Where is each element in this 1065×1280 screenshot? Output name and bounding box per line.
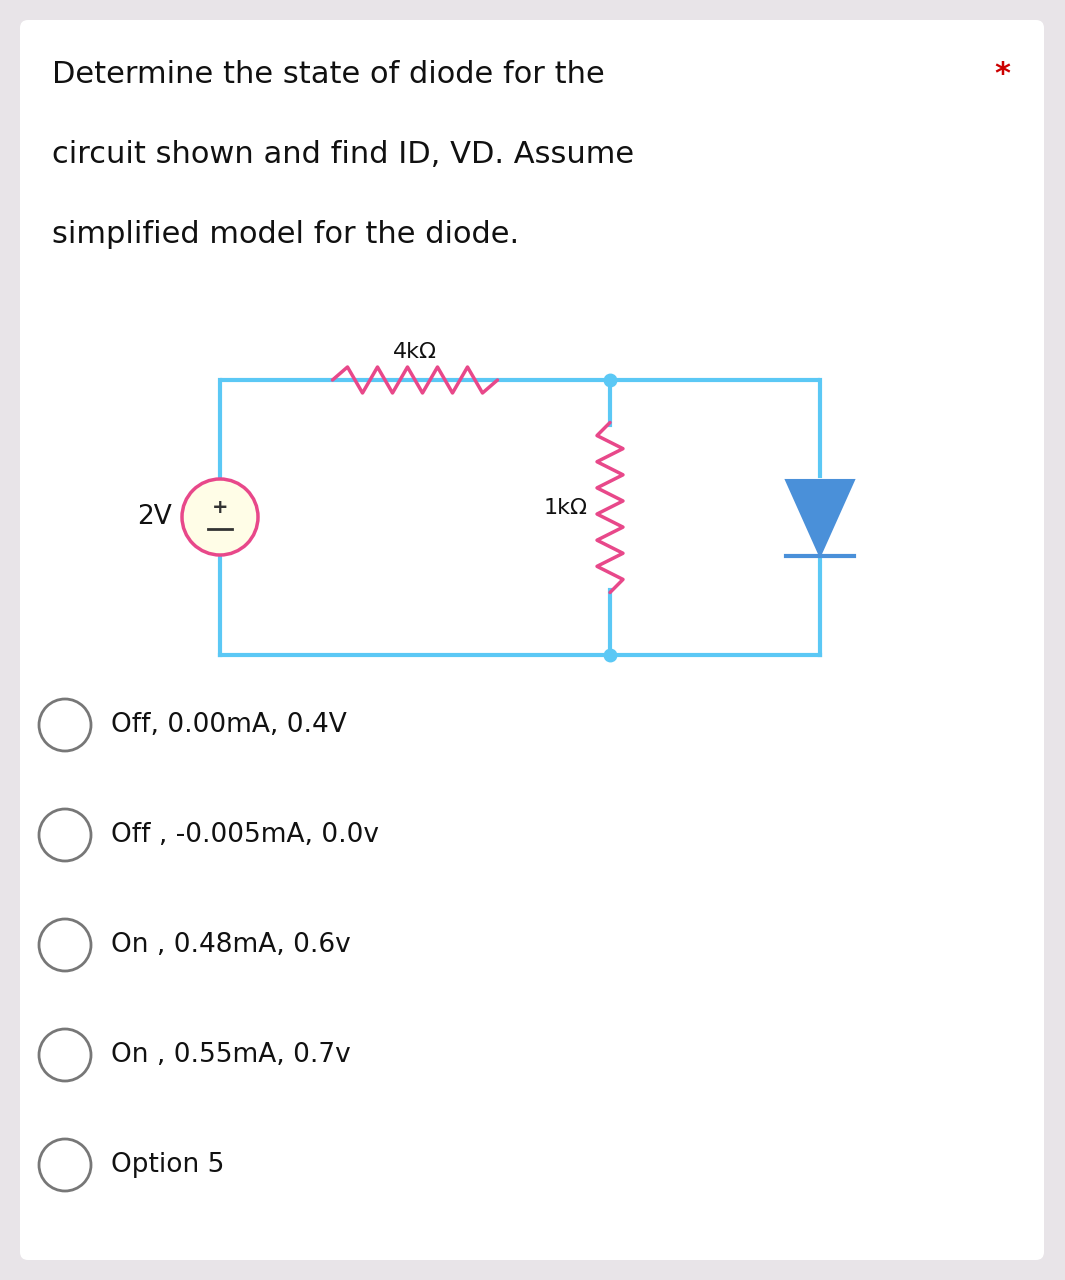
FancyBboxPatch shape xyxy=(20,20,1044,1260)
Text: Determine the state of diode for the: Determine the state of diode for the xyxy=(52,60,605,90)
Text: 2V: 2V xyxy=(137,504,173,530)
Text: On , 0.48mA, 0.6v: On , 0.48mA, 0.6v xyxy=(111,932,350,957)
Circle shape xyxy=(39,1139,91,1190)
Circle shape xyxy=(39,919,91,972)
Text: 1kΩ: 1kΩ xyxy=(544,498,588,517)
Text: simplified model for the diode.: simplified model for the diode. xyxy=(52,220,519,250)
Text: 4kΩ: 4kΩ xyxy=(393,342,437,362)
Text: Off, 0.00mA, 0.4V: Off, 0.00mA, 0.4V xyxy=(111,712,347,739)
Text: +: + xyxy=(212,498,228,517)
Circle shape xyxy=(182,479,258,556)
Text: On , 0.55mA, 0.7v: On , 0.55mA, 0.7v xyxy=(111,1042,350,1068)
Polygon shape xyxy=(786,480,854,556)
Circle shape xyxy=(39,1029,91,1082)
Text: Off , -0.005mA, 0.0v: Off , -0.005mA, 0.0v xyxy=(111,822,379,849)
Text: circuit shown and find ID, VD. Assume: circuit shown and find ID, VD. Assume xyxy=(52,140,634,169)
Circle shape xyxy=(39,809,91,861)
Text: *: * xyxy=(994,60,1010,90)
Text: Option 5: Option 5 xyxy=(111,1152,225,1178)
Circle shape xyxy=(39,699,91,751)
